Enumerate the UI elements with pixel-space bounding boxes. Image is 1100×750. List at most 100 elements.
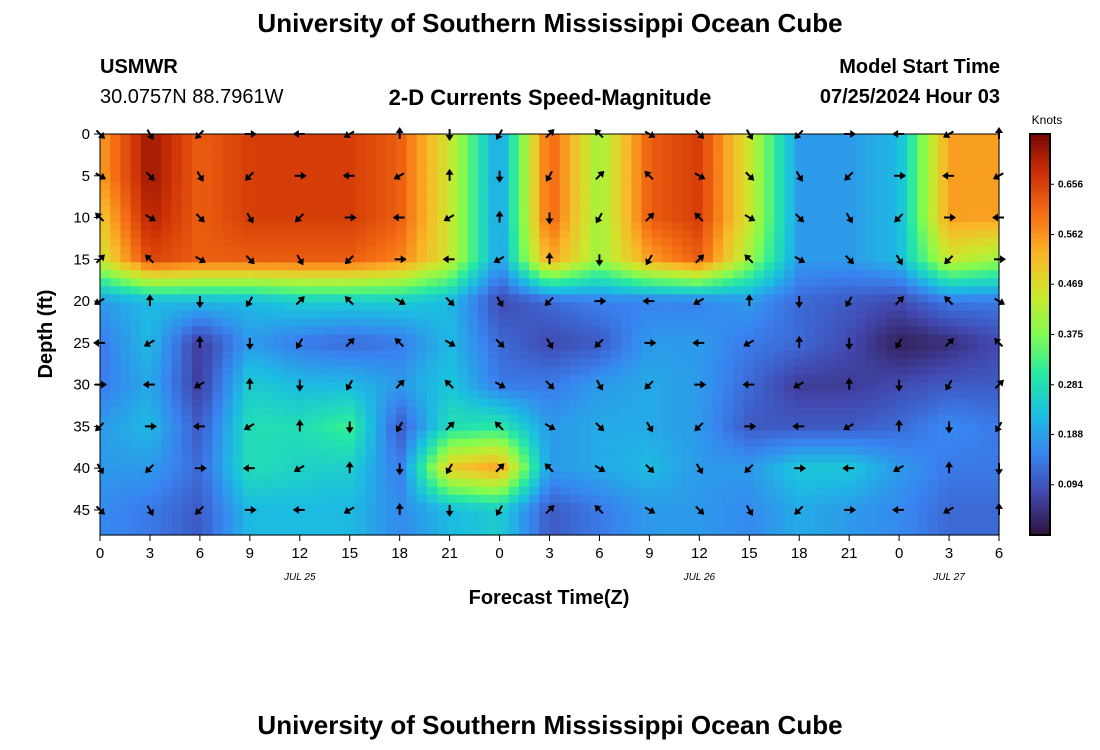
heatmap-cell: [733, 142, 745, 151]
heatmap-cell: [212, 182, 224, 191]
heatmap-cell: [508, 198, 520, 207]
heatmap-cell: [273, 422, 285, 432]
heatmap-cell: [947, 190, 959, 199]
heatmap-cell: [886, 374, 898, 384]
heatmap-cell: [855, 206, 867, 215]
heatmap-cell: [324, 294, 336, 304]
heatmap-cell: [375, 190, 387, 199]
heatmap-cell: [222, 326, 234, 336]
heatmap-cell: [130, 350, 142, 360]
heatmap-cell: [212, 414, 224, 424]
colorbar-step: [1030, 367, 1050, 372]
heatmap-cell: [477, 238, 489, 247]
heatmap-cell: [886, 230, 898, 239]
heatmap-cell: [212, 486, 224, 496]
heatmap-cell: [539, 462, 551, 472]
heatmap-cell: [917, 406, 929, 416]
heatmap-cell: [508, 174, 520, 183]
heatmap-cell: [171, 462, 183, 472]
heatmap-cell: [743, 166, 755, 175]
heatmap-cell: [590, 326, 602, 336]
heatmap-cell: [375, 374, 387, 384]
heatmap-cell: [753, 150, 765, 159]
heatmap-cell: [253, 302, 265, 312]
heatmap-cell: [937, 150, 949, 159]
heatmap-cell: [692, 134, 704, 143]
heatmap-cell: [825, 422, 837, 432]
heatmap-cell: [825, 518, 837, 528]
heatmap-cell: [937, 430, 949, 440]
heatmap-cell: [191, 262, 203, 271]
heatmap-cell: [355, 358, 367, 368]
heatmap-cell: [467, 262, 479, 271]
heatmap-cell: [907, 150, 918, 159]
heatmap-cell: [702, 510, 714, 520]
heatmap-cell: [437, 358, 448, 368]
colorbar-step: [1030, 434, 1050, 439]
heatmap-cell: [130, 518, 142, 528]
heatmap-cell: [733, 502, 745, 512]
heatmap-cell: [202, 294, 213, 304]
heatmap-cell: [273, 158, 285, 167]
heatmap-cell: [355, 438, 367, 448]
heatmap-cell: [702, 134, 714, 143]
heatmap-cell: [937, 462, 949, 472]
x-tick-label: 9: [246, 545, 254, 562]
heatmap-cell: [774, 422, 786, 432]
heatmap-cell: [896, 454, 908, 464]
current-arrow: [694, 172, 706, 180]
heatmap-cell: [191, 502, 203, 512]
heatmap-cell: [396, 526, 408, 536]
colorbar-step: [1030, 498, 1050, 503]
heatmap-cell: [702, 446, 714, 456]
heatmap-cell: [273, 238, 285, 247]
heatmap-cell: [743, 230, 755, 239]
heatmap-cell: [426, 486, 438, 496]
heatmap-cell: [876, 486, 888, 496]
heatmap-cell: [651, 414, 663, 424]
heatmap-cell: [294, 390, 305, 400]
heatmap-cell: [100, 206, 111, 215]
heatmap-cell: [426, 470, 438, 480]
heatmap-cell: [140, 302, 152, 312]
heatmap-cell: [120, 302, 132, 312]
heatmap-cell: [794, 222, 806, 231]
heatmap-cell: [641, 206, 653, 215]
heatmap-cell: [702, 494, 714, 504]
heatmap-cell: [488, 310, 500, 320]
heatmap-cell: [518, 318, 530, 328]
heatmap-cell: [682, 438, 694, 448]
heatmap-cell: [477, 502, 489, 512]
heatmap-cell: [110, 294, 122, 304]
heatmap-cell: [253, 230, 265, 239]
heatmap-cell: [447, 398, 459, 408]
heatmap-cell: [457, 398, 469, 408]
heatmap-cell: [416, 166, 428, 175]
heatmap-cell: [488, 198, 500, 207]
heatmap-cell: [610, 502, 622, 512]
heatmap-cell: [283, 350, 295, 360]
current-arrow: [692, 338, 705, 347]
heatmap-cell: [723, 270, 734, 279]
heatmap-cell: [161, 310, 173, 320]
plot-title: 2-D Currents Speed-Magnitude: [388, 85, 712, 110]
heatmap-cell: [396, 326, 408, 336]
heatmap-cell: [324, 230, 336, 239]
heatmap-cell: [467, 494, 479, 504]
heatmap-cell: [273, 526, 285, 536]
heatmap-cell: [283, 254, 295, 263]
heatmap-cell: [171, 246, 183, 255]
heatmap-cell: [273, 406, 285, 416]
heatmap-cell: [365, 350, 377, 360]
heatmap-cell: [549, 526, 561, 536]
heatmap-cell: [866, 150, 878, 159]
heatmap-cell: [151, 526, 162, 536]
heatmap-cell: [396, 158, 408, 167]
heatmap-cell: [866, 390, 878, 400]
heatmap-cell: [222, 414, 234, 424]
heatmap-cell: [855, 502, 867, 512]
heatmap-cell: [917, 294, 929, 304]
heatmap-cell: [253, 166, 265, 175]
heatmap-cell: [477, 438, 489, 448]
heatmap-cell: [580, 414, 591, 424]
